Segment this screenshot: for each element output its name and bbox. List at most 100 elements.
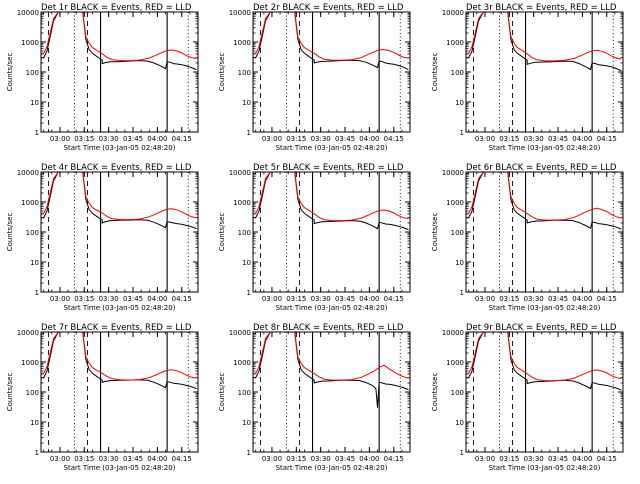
events-series-line <box>253 12 409 71</box>
x-axis-label: Start Time (03-Jan-05 02:48:20) <box>489 144 601 152</box>
y-axis-label: Counts/sec <box>431 213 439 252</box>
x-tick-label: 03:00 <box>50 135 70 143</box>
y-tick-label: 10000 <box>229 9 251 17</box>
events-series-line <box>253 172 409 231</box>
lld-series-line <box>253 332 409 381</box>
x-tick-label: 03:45 <box>335 135 355 143</box>
y-tick-label: 10 <box>30 419 39 427</box>
y-tick-label: 1 <box>247 129 251 137</box>
x-tick-label: 03:15 <box>286 455 306 463</box>
y-tick-label: 10000 <box>442 9 464 17</box>
y-tick-label: 1000 <box>21 359 39 367</box>
x-tick-label: 04:00 <box>359 135 379 143</box>
y-tick-label: 10000 <box>229 169 251 177</box>
y-tick-label: 10000 <box>17 9 39 17</box>
y-tick-label: 1000 <box>446 39 464 47</box>
y-tick-label: 100 <box>451 69 464 77</box>
x-tick-label: 03:15 <box>74 455 94 463</box>
x-tick-label: 03:00 <box>262 455 282 463</box>
events-series-line <box>466 12 622 72</box>
lld-series-line <box>41 172 197 221</box>
plot-frame <box>40 11 199 133</box>
x-tick-label: 03:45 <box>548 295 568 303</box>
plot-panel: Det 6r BLACK = Events, RED = LLD 1 10 100 10… <box>431 163 624 312</box>
x-tick-label: 04:00 <box>359 455 379 463</box>
plot-panel: Det 7r BLACK = Events, RED = LLD 1 10 100 10… <box>6 323 199 472</box>
events-series-line <box>41 12 197 71</box>
plot-frame <box>465 331 624 453</box>
y-tick-label: 1 <box>247 449 251 457</box>
y-axis-label: Counts/sec <box>431 53 439 92</box>
y-tick-label: 1000 <box>233 359 251 367</box>
lld-series-line <box>466 12 622 62</box>
x-tick-label: 03:15 <box>74 295 94 303</box>
plot-title: Det 6r BLACK = Events, RED = LLD <box>466 163 617 173</box>
plot-area <box>253 12 409 71</box>
x-tick-label: 03:30 <box>524 455 544 463</box>
y-tick-label: 1000 <box>233 39 251 47</box>
plot-title: Det 3r BLACK = Events, RED = LLD <box>466 3 617 13</box>
plot-frame <box>40 171 199 293</box>
x-tick-label: 03:15 <box>74 135 94 143</box>
plot-area <box>466 172 622 230</box>
plot-area <box>253 332 409 408</box>
y-tick-label: 100 <box>26 389 39 397</box>
y-tick-label: 100 <box>451 229 464 237</box>
y-tick-label: 10000 <box>229 329 251 337</box>
x-axis-label: Start Time (03-Jan-05 02:48:20) <box>276 144 388 152</box>
events-series-line <box>466 172 622 230</box>
x-axis-label: Start Time (03-Jan-05 02:48:20) <box>489 304 601 312</box>
x-tick-label: 03:45 <box>335 455 355 463</box>
y-tick-label: 1 <box>460 289 464 297</box>
plot-panel: Det 4r BLACK = Events, RED = LLD 1 10 100 10… <box>6 163 199 312</box>
plot-title: Det 1r BLACK = Events, RED = LLD <box>41 3 192 13</box>
x-tick-label: 04:15 <box>597 295 617 303</box>
y-tick-label: 100 <box>238 389 251 397</box>
x-tick-label: 04:15 <box>172 295 192 303</box>
x-tick-label: 03:30 <box>311 295 331 303</box>
lld-series-line <box>41 12 197 62</box>
y-tick-label: 1 <box>460 129 464 137</box>
y-axis-label: Counts/sec <box>218 213 226 252</box>
x-tick-label: 03:30 <box>524 295 544 303</box>
x-tick-label: 03:45 <box>548 135 568 143</box>
plot-panel: Det 8r BLACK = Events, RED = LLD 1 10 100 10… <box>218 323 411 472</box>
x-tick-label: 03:15 <box>499 295 519 303</box>
x-axis-label: Start Time (03-Jan-05 02:48:20) <box>489 464 601 472</box>
y-tick-label: 10 <box>242 99 251 107</box>
x-axis-label: Start Time (03-Jan-05 02:48:20) <box>64 144 176 152</box>
lld-series-line <box>466 172 622 221</box>
x-tick-label: 04:15 <box>384 295 404 303</box>
y-tick-label: 10 <box>455 259 464 267</box>
y-tick-label: 100 <box>26 229 39 237</box>
y-tick-label: 1000 <box>446 359 464 367</box>
events-series-line <box>466 332 622 391</box>
x-tick-label: 03:15 <box>499 455 519 463</box>
y-axis-label: Counts/sec <box>431 373 439 412</box>
plot-area <box>253 172 409 231</box>
x-tick-label: 03:30 <box>99 135 119 143</box>
x-tick-label: 04:15 <box>172 135 192 143</box>
x-tick-label: 03:15 <box>499 135 519 143</box>
plot-panel: Det 2r BLACK = Events, RED = LLD 1 10 100 10… <box>218 3 411 152</box>
plot-frame <box>252 331 411 453</box>
plot-panel: Det 5r BLACK = Events, RED = LLD 1 10 100 10… <box>218 163 411 312</box>
y-tick-label: 10000 <box>442 169 464 177</box>
x-tick-label: 03:00 <box>475 295 495 303</box>
x-tick-label: 04:00 <box>572 295 592 303</box>
y-tick-label: 1 <box>35 449 39 457</box>
x-tick-label: 04:15 <box>597 135 617 143</box>
y-axis-label: Counts/sec <box>218 373 226 412</box>
events-series-line <box>253 332 409 408</box>
x-tick-label: 03:45 <box>123 295 143 303</box>
x-tick-label: 03:30 <box>311 455 331 463</box>
plot-panel: Det 3r BLACK = Events, RED = LLD 1 10 100 10… <box>431 3 624 152</box>
x-tick-label: 03:45 <box>548 455 568 463</box>
x-axis-label: Start Time (03-Jan-05 02:48:20) <box>276 304 388 312</box>
x-tick-label: 03:45 <box>123 135 143 143</box>
y-axis-label: Counts/sec <box>6 53 14 92</box>
x-tick-label: 04:00 <box>147 135 167 143</box>
y-tick-label: 1 <box>247 289 251 297</box>
x-axis-label: Start Time (03-Jan-05 02:48:20) <box>64 464 176 472</box>
plot-area <box>41 332 197 390</box>
